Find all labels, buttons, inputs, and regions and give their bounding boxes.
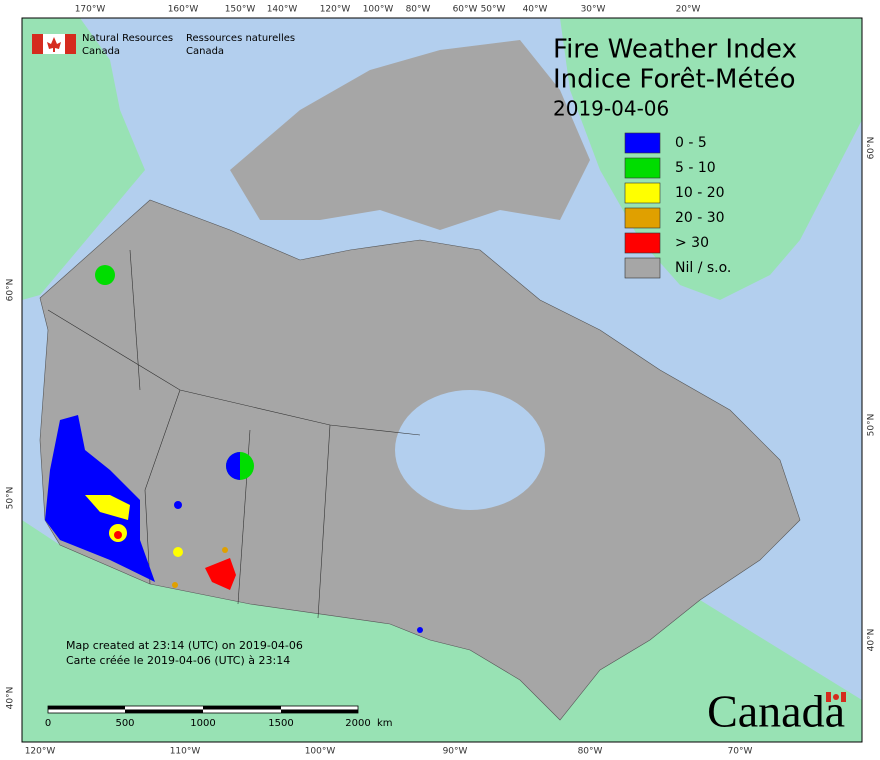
fire-patch-low	[417, 627, 423, 633]
agency-name: Canada	[186, 46, 224, 57]
flag-band	[826, 692, 831, 702]
longitude-label: 80°W	[406, 5, 431, 15]
legend-swatch	[624, 157, 661, 179]
scale-label: 500	[115, 718, 134, 729]
fire-patch-mid	[222, 547, 228, 553]
legend-swatch	[624, 232, 661, 254]
fire-patch-green	[95, 265, 115, 285]
agency-logo: Natural Resources Canada Ressources natu…	[32, 33, 295, 57]
longitude-label: 120°W	[320, 5, 351, 15]
latitude-label: 40°N	[867, 629, 877, 652]
latitude-label: 50°N	[6, 487, 16, 510]
frame-border	[21, 17, 863, 743]
longitude-label: 140°W	[267, 5, 298, 15]
legend-label: Nil / s.o.	[675, 260, 731, 276]
longitude-label: 110°W	[170, 747, 201, 757]
scale-segment	[125, 709, 203, 713]
longitude-label: 40°W	[523, 5, 548, 15]
scale-segment	[281, 709, 358, 713]
flag-band	[65, 34, 76, 54]
scale-label: 0	[45, 718, 51, 729]
latitude-label: 40°N	[6, 687, 16, 710]
arctic-islands	[230, 40, 590, 230]
longitude-label: 100°W	[305, 747, 336, 757]
legend-label: 20 - 30	[675, 210, 725, 226]
legend-label: 5 - 10	[675, 160, 716, 176]
provincial-borders	[144, 389, 181, 585]
scale-segment	[48, 706, 125, 710]
legend-swatch	[624, 182, 661, 204]
map-title: Indice Forêt-Météo	[553, 65, 796, 95]
maple-leaf	[833, 694, 839, 700]
hudson-bay	[395, 390, 545, 510]
alaska	[22, 18, 145, 300]
longitude-label: 70°W	[728, 747, 753, 757]
scale-label: 2000	[345, 718, 370, 729]
legend-swatch	[624, 207, 661, 229]
longitude-label: 120°W	[25, 747, 56, 757]
legend-label: 0 - 5	[675, 135, 707, 151]
agency-name: Natural Resources	[82, 33, 173, 44]
legend-swatch	[624, 132, 661, 154]
longitude-label: 160°W	[168, 5, 199, 15]
fire-patch-high	[205, 558, 236, 590]
agency-name: Canada	[82, 46, 120, 57]
scale-label: 1000	[190, 718, 215, 729]
legend-label: 10 - 20	[675, 185, 725, 201]
agency-name: Ressources naturelles	[186, 33, 295, 44]
longitude-label: 30°W	[581, 5, 606, 15]
fire-patch-low	[174, 501, 182, 509]
scale-segment	[203, 706, 281, 710]
longitude-label: 60°W	[453, 5, 478, 15]
legend: 0 - 5 5 - 10 10 - 20 20 - 30 > 30 Nil / s.o.	[624, 132, 731, 279]
graticule-labels: 170°W 160°W 150°W 140°W 120°W 100°W 80°W 60°W 50…	[6, 5, 877, 757]
provincial-borders	[47, 309, 421, 436]
fire-patches	[45, 265, 423, 633]
wordmark-flag	[826, 692, 846, 702]
legend-label: > 30	[675, 235, 709, 251]
fire-patch-low	[226, 452, 240, 480]
greenland	[560, 18, 862, 300]
wordmark: Canada	[707, 686, 845, 737]
latitude-label: 60°N	[867, 137, 877, 160]
fire-patch-moderate	[173, 547, 183, 557]
longitude-label: 80°W	[578, 747, 603, 757]
maple-leaf	[47, 37, 61, 52]
flag-band	[841, 692, 846, 702]
longitude-label: 20°W	[676, 5, 701, 15]
fire-patch-high	[114, 531, 122, 539]
scale-unit: km	[377, 718, 393, 729]
flag-band	[32, 34, 43, 54]
creation-note: Carte créée le 2019-04-06 (UTC) à 23:14	[66, 654, 290, 667]
longitude-label: 150°W	[225, 5, 256, 15]
fire-patch-mid	[172, 582, 178, 588]
scale-bar: 0 500 1000 1500 2000 km	[45, 705, 393, 729]
provincial-borders	[129, 249, 141, 391]
scale-label: 1500	[268, 718, 293, 729]
longitude-label: 100°W	[363, 5, 394, 15]
fire-patch-moderate	[85, 495, 130, 520]
creation-note: Map created at 23:14 (UTC) on 2019-04-06	[66, 639, 303, 652]
latitude-label: 60°N	[6, 279, 16, 302]
map-date: 2019-04-06	[553, 97, 669, 121]
usa	[22, 520, 862, 742]
map-title: Fire Weather Index	[553, 35, 797, 65]
map-frame	[21, 17, 863, 743]
latitude-label: 50°N	[867, 414, 877, 437]
longitude-label: 170°W	[75, 5, 106, 15]
legend-swatch	[624, 257, 661, 279]
longitude-label: 90°W	[443, 747, 468, 757]
longitude-label: 50°W	[481, 5, 506, 15]
provincial-borders	[317, 424, 331, 619]
